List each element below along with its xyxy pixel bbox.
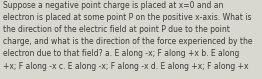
Text: Suppose a negative point charge is placed at x=0 and an
electron is placed at so: Suppose a negative point charge is place… — [3, 1, 253, 71]
